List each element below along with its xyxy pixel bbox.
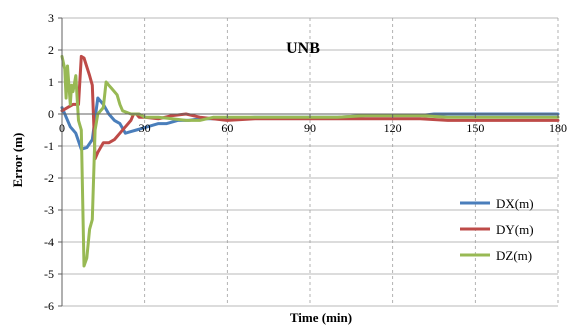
y-tick-label: -3 (44, 203, 54, 217)
x-tick-label: 120 (384, 121, 402, 135)
y-tick-label: -6 (44, 299, 54, 313)
chart-title: UNB (286, 40, 320, 57)
x-tick-label: 150 (466, 121, 484, 135)
grid (62, 17, 559, 307)
y-tick-label: -5 (44, 267, 54, 281)
legend: DX(m) DY(m) DZ(m) (460, 196, 534, 263)
y-axis-title: Error (m) (10, 133, 25, 188)
series-layer (60, 54, 560, 268)
legend-label: DZ(m) (496, 248, 532, 263)
series-line-dy-m- (60, 54, 560, 161)
legend-label: DY(m) (496, 222, 534, 237)
x-tick-label: 90 (304, 121, 316, 135)
x-tick-label: 30 (139, 121, 151, 135)
y-tick-label: -4 (44, 235, 54, 249)
x-axis-title: Time (min) (290, 310, 352, 325)
series-line-dz-m- (60, 54, 560, 268)
y-tick-label: -1 (44, 139, 54, 153)
x-tick-label: 180 (549, 121, 567, 135)
y-tick-label: 0 (48, 107, 54, 121)
y-tick-label: 3 (48, 11, 54, 25)
axes (58, 17, 559, 307)
tick-labels: 3 2 1 0 -1 -2 -3 -4 -5 -6 0 30 60 90 120 150 180 (44, 11, 567, 313)
y-tick-label: 2 (48, 43, 54, 57)
legend-label: DX(m) (496, 196, 534, 211)
y-tick-label: -2 (44, 171, 54, 185)
x-tick-label: 0 (59, 121, 65, 135)
y-tick-label: 1 (48, 75, 54, 89)
x-tick-label: 60 (221, 121, 233, 135)
